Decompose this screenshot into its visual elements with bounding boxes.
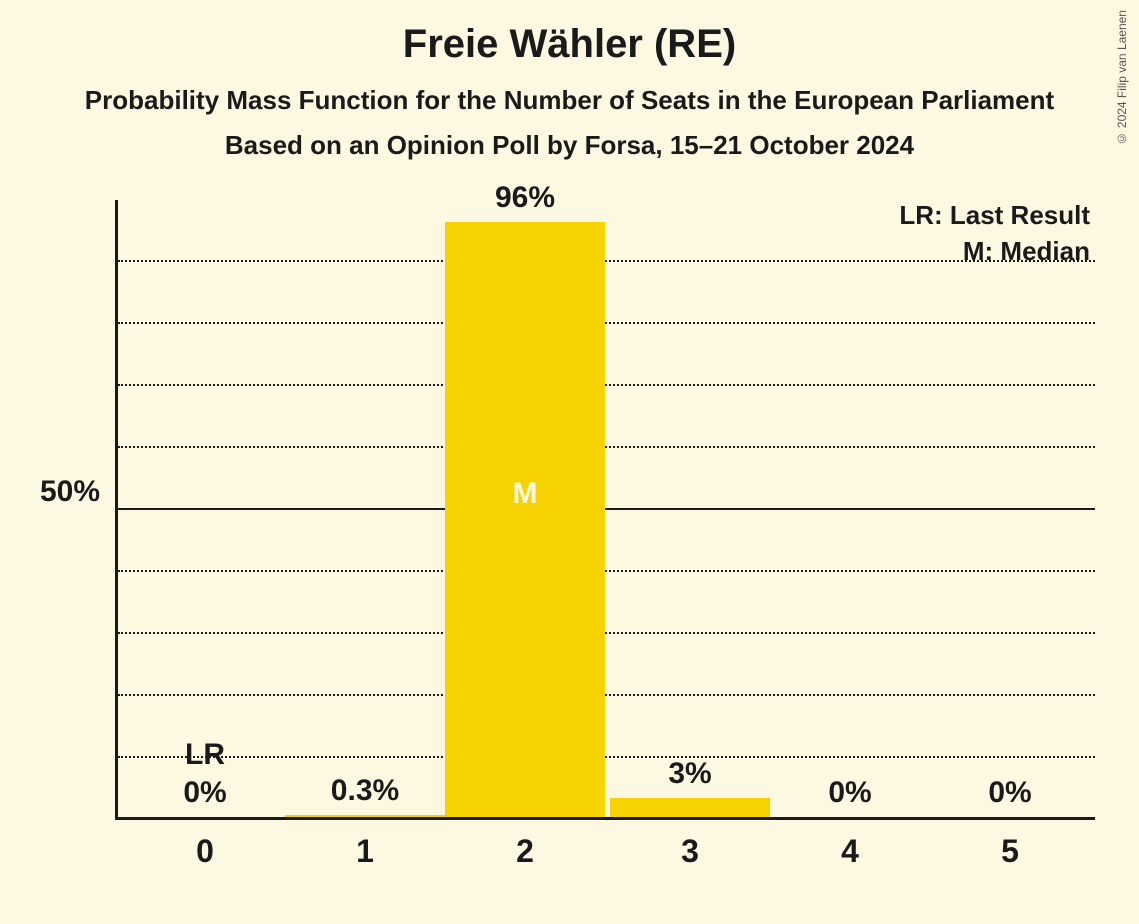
y-axis [115,200,118,820]
gridline-minor [118,384,1095,386]
bar-value-label: 0% [828,776,871,810]
bar-value-label: 0% [988,776,1031,810]
bar-value-label: 0% [183,776,226,810]
gridline-minor [118,570,1095,572]
chart-subtitle-1: Probability Mass Function for the Number… [0,85,1139,116]
median-marker: M [513,477,538,511]
bar [285,815,445,817]
gridline-minor [118,260,1095,262]
last-result-marker: LR [185,738,225,772]
gridline-minor [118,632,1095,634]
bar-value-label: 3% [668,757,711,791]
x-axis [115,817,1095,820]
gridline-minor [118,756,1095,758]
gridline-major [118,508,1095,510]
chart-subtitle-2: Based on an Opinion Poll by Forsa, 15–21… [0,130,1139,161]
x-tick-label: 1 [356,833,374,870]
bar-value-label: 96% [495,181,555,215]
y-axis-label-50: 50% [40,475,100,509]
x-tick-label: 3 [681,833,699,870]
x-tick-label: 2 [516,833,534,870]
legend-lr: LR: Last Result [899,200,1090,231]
chart-title: Freie Wähler (RE) [0,22,1139,67]
gridline-minor [118,322,1095,324]
x-tick-label: 0 [196,833,214,870]
bar-value-label: 0.3% [331,774,399,808]
bar [445,222,605,817]
x-tick-label: 4 [841,833,859,870]
copyright-text: © 2024 Filip van Laenen [1115,10,1129,145]
x-tick-label: 5 [1001,833,1019,870]
legend-median: M: Median [963,236,1090,267]
bar [610,798,770,817]
gridline-minor [118,446,1095,448]
gridline-minor [118,694,1095,696]
pmf-bar-chart: 50%0%LR00.3%196%M23%30%40%5LR: Last Resu… [115,200,1095,820]
